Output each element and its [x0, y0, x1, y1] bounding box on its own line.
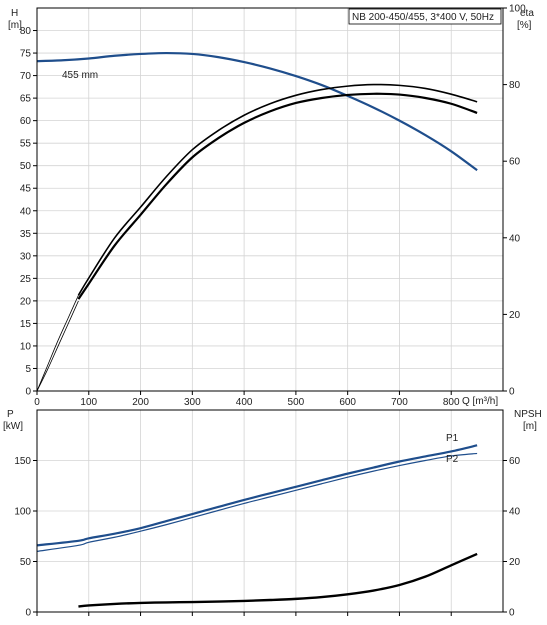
head-axis-unit: [m]: [8, 20, 22, 31]
series-line-1-1: [36, 452, 478, 552]
right-tick-label: 60: [509, 157, 521, 168]
power-axis-label: P: [7, 409, 14, 420]
left-tick-label: 100: [14, 507, 31, 518]
left-tick-label: 35: [20, 229, 32, 240]
flow-axis-label: Q [m³/h]: [462, 396, 498, 407]
series-line-0-3: [36, 300, 79, 392]
right-tick-label: 80: [509, 80, 521, 91]
npsh-axis-unit: [m]: [523, 421, 537, 432]
right-tick-label: 100: [509, 4, 526, 15]
left-tick-label: 30: [20, 251, 32, 262]
x-tick-label: 200: [132, 397, 149, 408]
left-tick-label: 70: [20, 71, 32, 82]
right-tick-label: 0: [509, 608, 515, 619]
x-tick-label: 100: [80, 397, 97, 408]
series-line-0-1: [77, 92, 478, 300]
x-tick-label: 800: [443, 397, 460, 408]
left-tick-label: 75: [20, 49, 32, 60]
right-tick-label: 0: [509, 387, 515, 398]
efficiency-axis-unit: [%]: [517, 20, 532, 31]
pump-title-box: [348, 8, 502, 25]
panel1-curves: [36, 51, 478, 392]
left-tick-label: 80: [20, 26, 32, 37]
efficiency-axis-label: eta: [520, 8, 534, 19]
left-tick-label: 55: [20, 139, 32, 150]
left-tick-label: 40: [20, 206, 32, 217]
x-tick-label: 0: [34, 397, 40, 408]
npsh-axis-label: NPSH: [514, 409, 542, 420]
right-tick-label: 40: [509, 507, 521, 518]
right-tick-label: 60: [509, 456, 521, 467]
head-efficiency-panel: 0 5 10 15 20 25 30 35 40 45 50 55 60 65 70 75 80 0 20 40 60…: [8, 4, 534, 409]
left-tick-label: 50: [20, 161, 32, 172]
x-tick-label: 600: [339, 397, 356, 408]
flow-axis-ticks: 0 100 200 300 400 500 600 700 800: [34, 391, 460, 408]
right-tick-label: 20: [509, 557, 521, 568]
left-tick-label: 15: [20, 319, 32, 330]
panel1-frame: [36, 7, 504, 392]
impeller-diameter-label: 455 mm: [62, 70, 98, 81]
x-tick-label: 700: [391, 397, 408, 408]
panel2-curves: [36, 444, 478, 608]
power-npsh-panel: 0 50 100 150 0 20 40 60 P [kW] NPSH [m] P1 P2: [3, 409, 542, 619]
efficiency-axis-ticks: 0 20 40 60 80 100: [503, 4, 526, 398]
series-line-0-4: [36, 295, 79, 392]
npsh-axis-ticks: 0 20 40 60: [503, 456, 521, 619]
series-line-0-0: [36, 51, 478, 172]
head-axis-ticks: 0 5 10 15 20 25 30 35 40 45 50 55 60 65 70 75 80: [20, 26, 37, 398]
left-tick-label: 50: [20, 557, 32, 568]
left-tick-label: 0: [25, 608, 31, 619]
pump-title: NB 200-450/455, 3*400 V, 50Hz: [352, 12, 494, 23]
left-tick-label: 60: [20, 116, 32, 127]
left-tick-label: 20: [20, 296, 32, 307]
series-line-1-2: [78, 552, 478, 608]
power-axis-unit: [kW]: [3, 421, 23, 432]
series-line-1-0: [36, 444, 478, 547]
x-tick-label: 300: [184, 397, 201, 408]
left-tick-label: 10: [20, 341, 32, 352]
right-tick-label: 20: [509, 310, 521, 321]
series-line-0-2: [77, 83, 478, 296]
left-tick-label: 150: [14, 456, 31, 467]
right-tick-label: 40: [509, 233, 521, 244]
left-tick-label: 0: [25, 387, 31, 398]
left-tick-label: 25: [20, 274, 32, 285]
p1-series-label: P1: [446, 433, 459, 444]
left-tick-label: 45: [20, 184, 32, 195]
left-tick-label: 65: [20, 94, 32, 105]
x-tick-label: 500: [288, 397, 305, 408]
panel2-grid: [37, 410, 503, 612]
power-axis-ticks: 0 50 100 150: [14, 456, 37, 619]
panel1-grid: [37, 8, 503, 391]
p2-series-label: P2: [446, 454, 459, 465]
x-tick-label: 400: [236, 397, 253, 408]
left-tick-label: 5: [25, 364, 31, 375]
head-axis-label: H: [11, 8, 18, 19]
